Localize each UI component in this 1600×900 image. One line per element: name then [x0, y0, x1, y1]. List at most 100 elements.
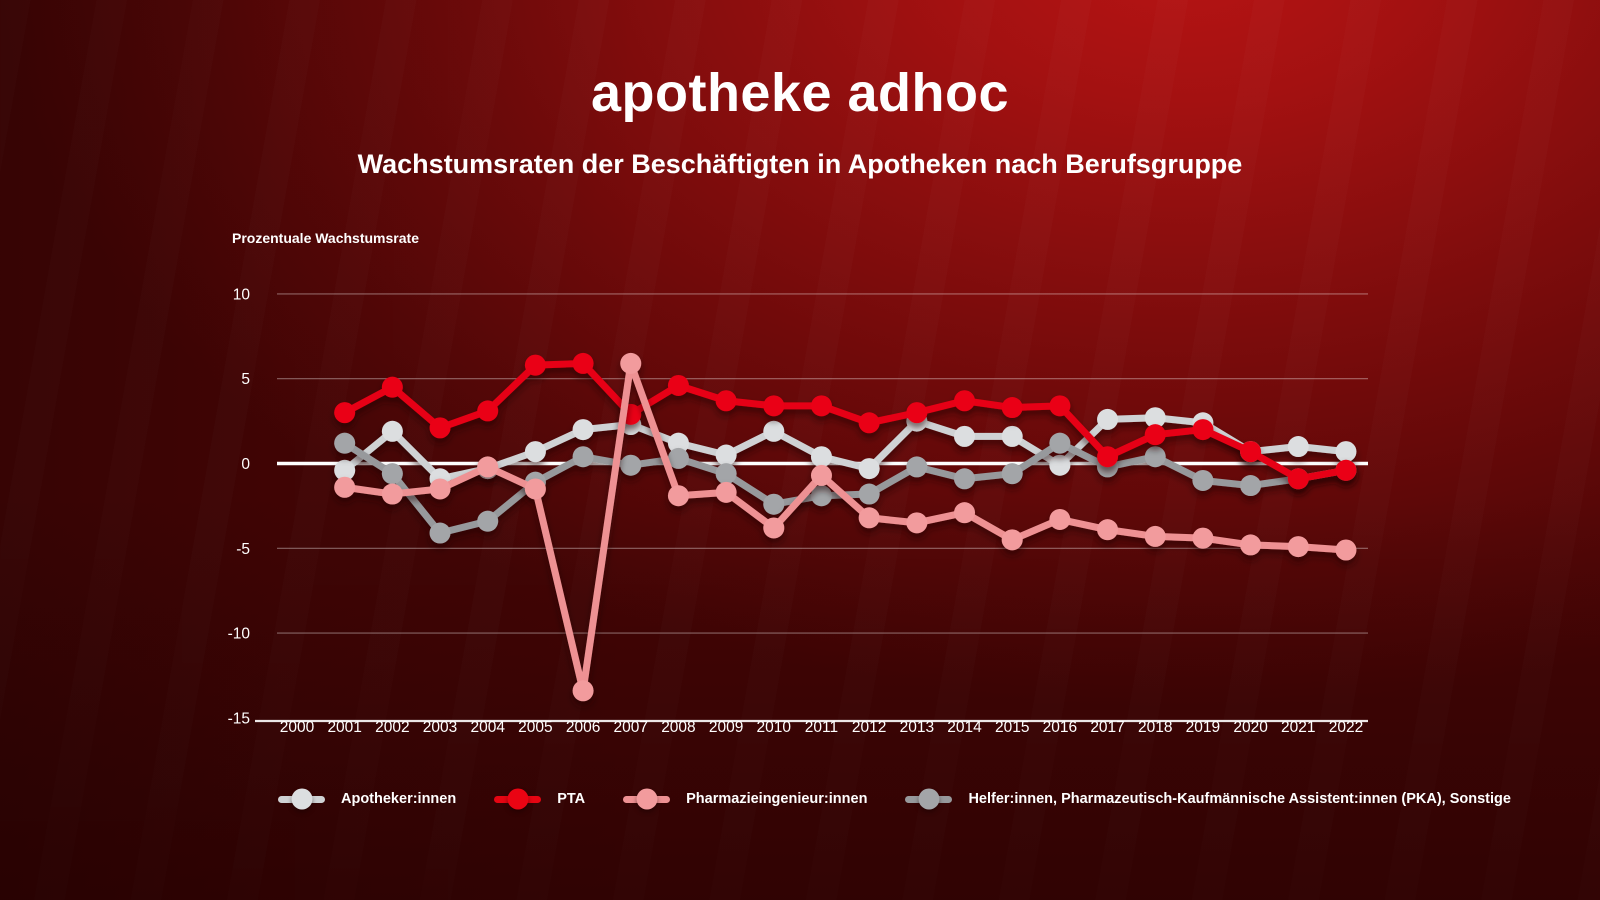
- data-point-helfer-innen-pharmazeutisch-ka-2002: [381, 463, 403, 485]
- data-point-helfer-innen-pharmazeutisch-ka-2015: [1001, 463, 1023, 485]
- data-point-apotheker-innen-2001: [334, 459, 356, 481]
- x-tick-label-2018: 2018: [1138, 719, 1172, 736]
- data-point-pharmazieingenieur-innen-2003: [429, 478, 451, 500]
- data-point-pharmazieingenieur-innen-2021: [1287, 536, 1309, 558]
- y-axis-label: Prozentuale Wachstumsrate: [232, 230, 419, 246]
- data-point-helfer-innen-pharmazeutisch-ka-2014: [954, 468, 976, 490]
- data-point-pharmazieingenieur-innen-2015: [1001, 529, 1023, 551]
- series-line-pharmazieingenieur-innen: [341, 359, 1350, 695]
- data-point-helfer-innen-pharmazeutisch-ka-2003: [429, 522, 451, 544]
- brand-logo: apotheke adhoc: [590, 63, 1010, 123]
- x-tick-label-2000: 2000: [280, 719, 315, 736]
- x-tick-label-2006: 2006: [566, 719, 600, 736]
- data-point-helfer-innen-pharmazeutisch-ka-2010: [763, 493, 785, 515]
- x-tick-label-2004: 2004: [470, 719, 505, 736]
- data-point-pta-2019: [1192, 419, 1214, 441]
- x-tick-label-2011: 2011: [805, 719, 838, 736]
- series-line-pta: [341, 359, 1350, 483]
- data-point-pharmazieingenieur-innen-2002: [381, 483, 403, 505]
- data-point-apotheker-innen-2015: [1001, 425, 1023, 447]
- data-point-pta-2016: [1049, 395, 1071, 417]
- legend-dot-icon: [918, 788, 940, 810]
- data-point-pta-2015: [1001, 397, 1023, 419]
- data-point-apotheker-innen-2014: [954, 425, 976, 447]
- data-point-helfer-innen-pharmazeutisch-ka-2016: [1049, 432, 1071, 454]
- data-point-pharmazieingenieur-innen-2019: [1192, 527, 1214, 549]
- x-tick-label-2019: 2019: [1186, 719, 1220, 736]
- legend-line-marker-icon: [623, 788, 671, 810]
- data-point-pharmazieingenieur-innen-2016: [1049, 508, 1071, 530]
- data-point-pharmazieingenieur-innen-2014: [954, 502, 976, 524]
- legend-line-marker-icon: [278, 788, 325, 810]
- data-point-apotheker-innen-2010: [763, 420, 785, 442]
- legend-label: Pharmazieingenieur:innen: [686, 791, 868, 807]
- legend-dot-icon: [291, 788, 312, 810]
- data-point-pta-2010: [763, 395, 785, 417]
- data-point-apotheker-innen-2017: [1097, 408, 1119, 430]
- data-point-apotheker-innen-2022: [1335, 441, 1357, 463]
- data-point-apotheker-innen-2012: [858, 458, 880, 480]
- legend-label: PTA: [557, 791, 586, 807]
- data-point-helfer-innen-pharmazeutisch-ka-2001: [334, 432, 356, 454]
- data-point-apotheker-innen-2008: [667, 432, 689, 454]
- data-point-pta-2020: [1240, 441, 1262, 463]
- y-tick-label: -5: [236, 541, 250, 558]
- x-tick-label-2009: 2009: [709, 719, 743, 736]
- legend-item: Pharmazieingenieur:innen: [623, 788, 868, 810]
- data-point-helfer-innen-pharmazeutisch-ka-2019: [1192, 469, 1214, 491]
- data-point-pta-2011: [810, 395, 832, 417]
- data-point-helfer-innen-pharmazeutisch-ka-2018: [1144, 446, 1166, 468]
- data-point-pharmazieingenieur-innen-2013: [906, 512, 928, 534]
- y-tick-label: -15: [228, 710, 250, 727]
- data-point-pharmazieingenieur-innen-2022: [1335, 539, 1357, 561]
- data-point-pharmazieingenieur-innen-2012: [858, 507, 880, 529]
- data-point-pta-2012: [858, 412, 880, 434]
- legend-item: PTA: [494, 788, 586, 810]
- y-tick-label: 5: [241, 371, 250, 388]
- x-tick-label-2016: 2016: [1043, 719, 1077, 736]
- x-tick-label-2021: 2021: [1281, 719, 1315, 736]
- legend-label: Apotheker:innen: [341, 791, 457, 807]
- data-point-pharmazieingenieur-innen-2009: [715, 481, 737, 503]
- data-point-pta-2005: [524, 354, 546, 376]
- x-tick-label-2007: 2007: [614, 719, 648, 736]
- x-tick-label-2003: 2003: [423, 719, 457, 736]
- data-point-helfer-innen-pharmazeutisch-ka-2020: [1240, 475, 1262, 497]
- data-point-apotheker-innen-2002: [381, 420, 403, 442]
- data-point-apotheker-innen-2018: [1144, 407, 1166, 429]
- x-tick-label-2001: 2001: [327, 719, 361, 736]
- y-tick-label: 0: [241, 456, 250, 473]
- series-helfer-innen-pharmazeutisch-ka: [334, 432, 1357, 544]
- data-point-helfer-innen-pharmazeutisch-ka-2007: [620, 454, 642, 476]
- y-tick-label: -10: [228, 626, 251, 643]
- data-point-pharmazieingenieur-innen-2017: [1097, 519, 1119, 541]
- data-point-pta-2022: [1335, 459, 1357, 481]
- data-point-pta-2001: [334, 402, 356, 424]
- data-point-pta-2014: [954, 390, 976, 412]
- legend-dot-icon: [507, 788, 529, 810]
- legend-item: Apotheker:innen: [278, 788, 457, 810]
- data-point-pta-2021: [1287, 468, 1309, 490]
- data-point-pta-2013: [906, 402, 928, 424]
- series-line-apotheker-innen: [341, 414, 1350, 483]
- data-point-pharmazieingenieur-innen-2004: [477, 456, 499, 478]
- data-point-apotheker-innen-2009: [715, 444, 737, 466]
- legend-line-marker-icon: [494, 788, 542, 810]
- axis-label-layer: 10 5 0 -5 -10 -15 2000 2001 2002 2003 2004 2005 2006…: [228, 286, 1364, 736]
- data-point-apotheker-innen-2016: [1049, 454, 1071, 476]
- data-point-pharmazieingenieur-innen-2010: [763, 517, 785, 539]
- data-point-apotheker-innen-2011: [810, 446, 832, 468]
- legend-label: Helfer:innen, Pharmazeutisch-Kaufmännisc…: [968, 791, 1511, 807]
- data-point-pharmazieingenieur-innen-2001: [334, 476, 356, 498]
- chart-title: Wachstumsraten der Beschäftigten in Apot…: [357, 149, 1243, 179]
- data-point-pta-2003: [429, 417, 451, 439]
- x-tick-label-2015: 2015: [995, 719, 1029, 736]
- data-point-pta-2018: [1144, 424, 1166, 446]
- data-point-pta-2008: [667, 374, 689, 396]
- x-tick-label-2013: 2013: [900, 719, 934, 736]
- data-point-pharmazieingenieur-innen-2005: [524, 478, 546, 500]
- data-point-helfer-innen-pharmazeutisch-ka-2009: [715, 463, 737, 485]
- data-point-pta-2002: [381, 376, 403, 398]
